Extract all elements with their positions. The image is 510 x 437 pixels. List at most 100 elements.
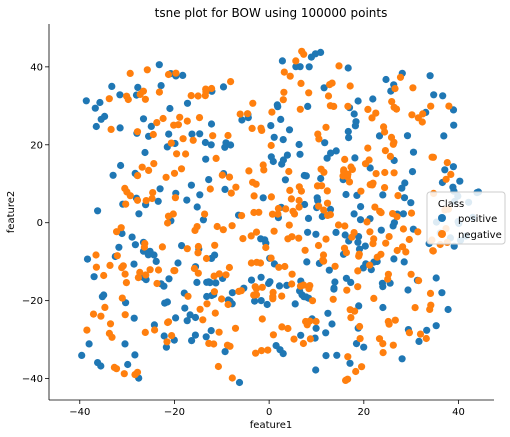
data-point: [314, 197, 322, 205]
data-point: [358, 363, 366, 371]
data-point: [287, 195, 295, 203]
data-point: [304, 228, 312, 236]
data-point: [263, 300, 271, 309]
data-point: [305, 89, 313, 97]
data-point: [191, 313, 200, 322]
data-point: [385, 320, 393, 328]
data-point: [89, 310, 98, 318]
data-point: [196, 305, 204, 313]
data-point: [252, 291, 261, 299]
data-point: [280, 88, 288, 96]
data-point: [209, 132, 217, 140]
data-point: [356, 322, 364, 331]
data-point: [432, 322, 440, 330]
data-point: [280, 68, 288, 76]
data-point: [407, 199, 415, 207]
data-point: [121, 184, 129, 192]
data-point: [335, 62, 343, 70]
data-point: [117, 161, 125, 170]
data-point: [108, 82, 116, 90]
y-tick-label: 0: [37, 218, 43, 229]
data-point: [322, 329, 330, 337]
data-point: [379, 340, 387, 348]
data-point: [182, 150, 190, 158]
data-point: [274, 210, 282, 218]
data-point: [183, 245, 191, 253]
data-point: [422, 334, 430, 343]
data-point: [224, 300, 232, 309]
data-point: [78, 351, 86, 359]
data-point: [269, 288, 277, 296]
data-point: [377, 226, 385, 234]
data-point: [379, 283, 387, 291]
data-point: [247, 276, 256, 284]
data-point: [390, 219, 398, 227]
data-point: [312, 324, 320, 332]
data-point: [334, 221, 343, 229]
data-point: [326, 81, 334, 89]
data-point: [391, 316, 399, 324]
data-point: [390, 255, 398, 263]
data-point: [96, 98, 104, 107]
data-point: [427, 102, 435, 110]
data-point: [228, 222, 236, 230]
data-point: [221, 348, 229, 356]
data-point: [120, 370, 128, 378]
data-point: [250, 192, 258, 200]
data-point: [179, 71, 187, 79]
data-point: [398, 355, 406, 363]
data-point: [304, 102, 312, 110]
data-point: [141, 95, 149, 103]
x-axis-label: feature1: [250, 420, 292, 431]
data-point: [323, 154, 331, 162]
data-point: [131, 241, 139, 249]
data-point: [381, 168, 389, 177]
data-point: [292, 57, 300, 65]
data-point: [320, 206, 328, 214]
data-point: [159, 114, 167, 123]
data-point: [297, 187, 305, 195]
data-point: [283, 151, 291, 159]
data-point: [251, 297, 259, 305]
data-point: [314, 130, 322, 138]
data-point: [354, 267, 362, 275]
data-point: [306, 335, 314, 343]
data-point: [426, 289, 435, 297]
data-point: [193, 278, 201, 286]
data-point: [107, 125, 115, 133]
data-point: [270, 133, 278, 141]
data-point: [295, 234, 303, 242]
data-point: [331, 262, 339, 270]
data-point: [98, 293, 106, 301]
data-point: [313, 182, 322, 190]
data-point: [106, 261, 114, 269]
data-point: [407, 270, 415, 278]
data-point: [208, 84, 216, 93]
data-point: [166, 104, 174, 113]
data-point: [312, 366, 320, 374]
data-point: [121, 311, 129, 319]
data-point: [290, 335, 298, 343]
data-point: [360, 343, 368, 351]
data-point: [196, 191, 204, 199]
data-point: [350, 210, 358, 218]
data-point: [146, 266, 154, 274]
data-point: [97, 312, 105, 320]
data-point: [248, 124, 256, 132]
data-point: [163, 298, 171, 306]
data-point: [275, 282, 284, 290]
data-point: [403, 132, 412, 140]
data-point: [165, 130, 173, 138]
data-point: [342, 274, 350, 282]
data-point: [262, 243, 270, 252]
y-axis-ticks: −40 −20 0 20 40: [22, 62, 49, 385]
data-point: [332, 228, 340, 236]
data-point: [404, 286, 412, 294]
data-point: [346, 359, 354, 367]
data-point: [369, 240, 377, 248]
data-point: [149, 130, 157, 139]
data-point: [308, 297, 317, 305]
data-point: [106, 320, 115, 328]
data-point: [282, 205, 290, 213]
data-point: [307, 53, 315, 61]
